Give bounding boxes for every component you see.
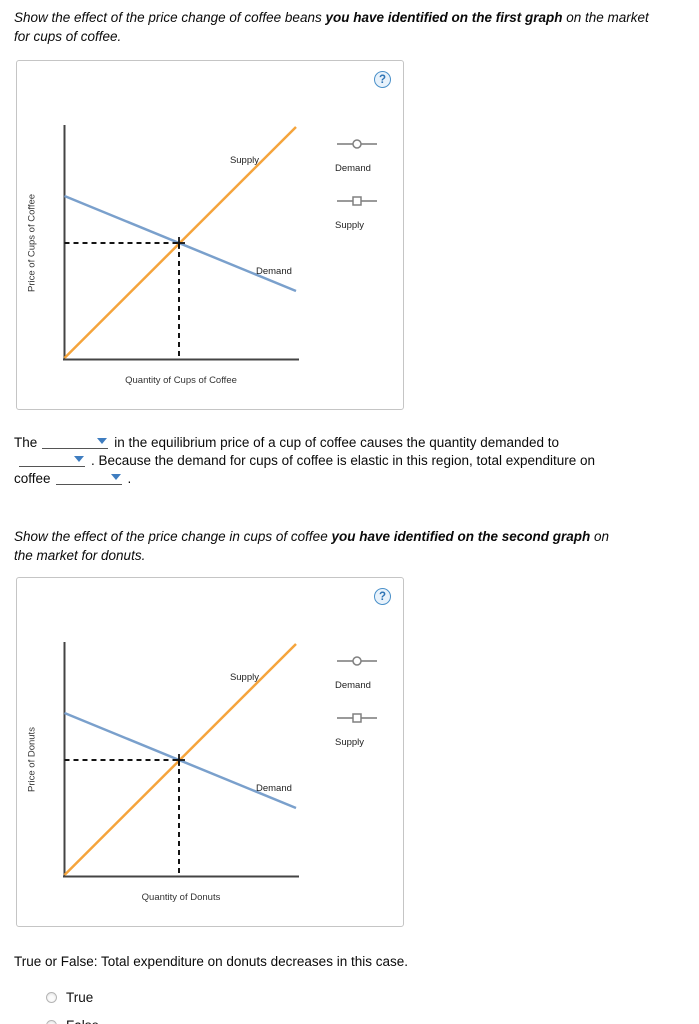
supply-handle-label: Supply <box>335 220 365 231</box>
demand-curve-label: Demand <box>256 266 292 277</box>
question-2-bold: you have identified on the second graph <box>331 529 591 544</box>
sentence-text: in the equilibrium price of a cup of cof… <box>114 435 560 450</box>
supply-demand-graph-coffee[interactable]: Supply Demand <box>63 125 299 361</box>
question-2-post: on the market for donuts. <box>14 529 610 563</box>
question-1-bold: you have identified on the first graph <box>325 10 563 25</box>
sentence-text: coffee <box>14 471 51 486</box>
chevron-down-icon <box>97 438 108 444</box>
question-2-text: Show the effect of the price change in c… <box>14 527 626 565</box>
x-axis-label: Quantity of Donuts <box>141 892 221 903</box>
fill-in-sentence: The in the equilibrium price of a cup of … <box>14 434 690 488</box>
demand-handle-label: Demand <box>335 163 371 174</box>
question-1-text: Show the effect of the price change of c… <box>14 8 662 46</box>
sentence-text: . Because the demand for cups of coffee … <box>91 453 596 468</box>
demand-handle-icon[interactable] <box>335 655 379 667</box>
sentence-line-1: The in the equilibrium price of a cup of … <box>14 434 690 452</box>
radio-true-label: True <box>66 990 94 1005</box>
chevron-down-icon <box>110 474 121 480</box>
supply-handle-icon[interactable] <box>335 712 379 724</box>
dropdown-price-change[interactable] <box>42 435 109 449</box>
radio-option-true[interactable]: True <box>46 990 93 1005</box>
question-1-post: on the market for cups of coffee. <box>14 10 649 44</box>
demand-handle-label: Demand <box>335 680 371 691</box>
sentence-line-3: coffee. <box>14 470 690 488</box>
true-false-question: True or False: Total expenditure on donu… <box>14 954 408 969</box>
question-1-pre: Show the effect of the price change of c… <box>14 10 326 25</box>
graph-panel-coffee: ? Price of Cups of Coffee Supply Demand … <box>16 60 404 410</box>
curve-palette: Demand Supply <box>335 137 405 251</box>
sentence-line-2: . Because the demand for cups of coffee … <box>14 452 690 470</box>
radio-button-icon[interactable] <box>46 992 57 1003</box>
supply-handle-icon[interactable] <box>335 195 379 207</box>
supply-curve-label: Supply <box>230 155 259 166</box>
help-icon[interactable]: ? <box>374 71 391 88</box>
radio-false-label: False <box>66 1018 99 1024</box>
dropdown-quantity-demanded[interactable] <box>19 453 85 467</box>
question-2-pre: Show the effect of the price change in c… <box>14 529 332 544</box>
dropdown-total-expenditure[interactable] <box>55 471 122 485</box>
supply-curve-label: Supply <box>230 672 259 683</box>
x-axis-label: Quantity of Cups of Coffee <box>125 375 237 386</box>
sentence-text: The <box>14 435 38 450</box>
help-icon-label: ? <box>378 73 387 86</box>
y-axis-label: Price of Cups of Coffee <box>26 193 38 293</box>
demand-curve-label: Demand <box>256 783 292 794</box>
help-icon[interactable]: ? <box>374 588 391 605</box>
radio-option-false[interactable]: False <box>46 1018 99 1024</box>
sentence-text: . <box>127 471 132 486</box>
help-icon-label: ? <box>378 590 387 603</box>
radio-button-icon[interactable] <box>46 1020 57 1024</box>
curve-palette: Demand Supply <box>335 654 405 768</box>
graph-panel-donuts: ? Price of Donuts Supply Demand Quantity… <box>16 577 404 927</box>
supply-handle-label: Supply <box>335 737 365 748</box>
chevron-down-icon <box>74 456 84 462</box>
supply-demand-graph-donuts[interactable]: Supply Demand <box>63 642 299 878</box>
demand-handle-icon[interactable] <box>335 138 379 150</box>
y-axis-label: Price of Donuts <box>26 727 38 793</box>
